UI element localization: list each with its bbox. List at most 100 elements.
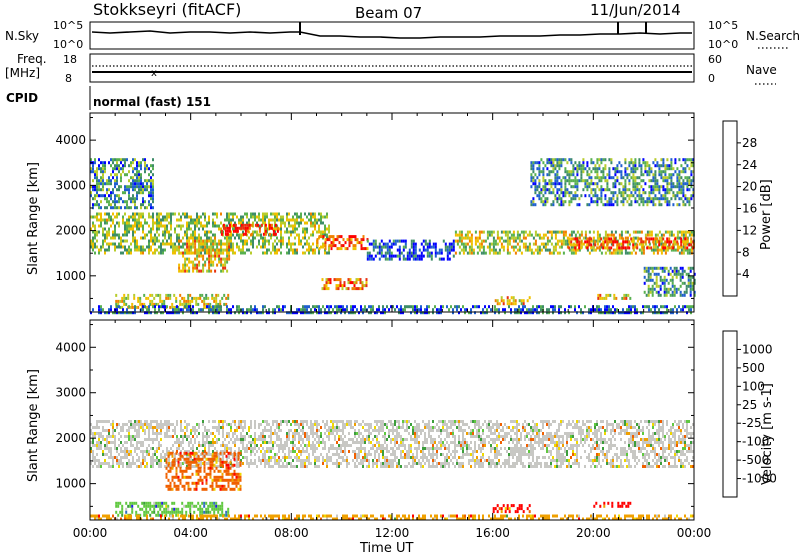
echo-cell	[328, 248, 330, 252]
echo-cell	[376, 308, 378, 312]
echo-cell	[204, 233, 206, 237]
echo-cell	[216, 242, 219, 246]
echo-cell	[673, 269, 676, 273]
power-colorbar-label: Power [dB]	[759, 179, 774, 250]
echo-cell	[676, 182, 679, 186]
echo-cell	[98, 465, 100, 468]
echo-cell	[134, 200, 136, 204]
echo-cell	[643, 281, 646, 285]
echo-cell	[554, 164, 557, 168]
echo-cell	[358, 311, 360, 315]
echo-cell	[167, 296, 170, 300]
echo-cell	[586, 161, 589, 165]
echo-cell	[380, 248, 383, 252]
echo-cell	[560, 305, 562, 309]
echo-cell	[260, 462, 262, 465]
echo-cell	[202, 266, 205, 270]
echo-cell	[198, 263, 201, 267]
echo-cell	[204, 453, 206, 456]
echo-cell	[664, 173, 667, 177]
echo-cell	[272, 212, 274, 216]
echo-cell	[196, 311, 198, 315]
echo-cell	[256, 221, 258, 225]
echo-cell	[140, 248, 142, 252]
echo-cell	[294, 248, 296, 252]
echo-cell	[689, 290, 692, 294]
echo-cell	[294, 251, 296, 255]
echo-cell	[668, 173, 671, 177]
echo-cell	[264, 236, 266, 240]
echo-cell	[114, 194, 116, 198]
echo-cell	[674, 242, 677, 246]
echo-cell	[590, 248, 593, 252]
echo-cell	[270, 435, 272, 438]
echo-cell	[150, 176, 152, 180]
echo-cell	[102, 170, 104, 174]
echo-cell	[613, 296, 616, 300]
echo-cell	[566, 236, 569, 240]
echo-cell	[558, 305, 560, 309]
echo-cell	[158, 224, 160, 228]
echo-cell	[574, 197, 577, 201]
echo-cell	[168, 242, 170, 246]
echo-cell	[494, 239, 497, 243]
echo-cell	[220, 248, 222, 252]
echo-cell	[672, 246, 675, 250]
echo-cell	[365, 278, 368, 282]
echo-cell	[350, 235, 353, 239]
echo-cell	[114, 236, 116, 240]
echo-cell	[554, 194, 557, 198]
echo-cell	[562, 242, 565, 246]
echo-cell	[160, 242, 162, 246]
echo-cell	[324, 308, 326, 312]
echo-cell	[116, 215, 118, 219]
echo-cell	[642, 161, 645, 165]
echo-cell	[126, 435, 128, 438]
beam-label: Beam 07	[355, 4, 422, 22]
echo-cell	[302, 311, 304, 315]
echo-cell	[512, 239, 515, 243]
echo-cell	[202, 227, 204, 231]
echo-cell	[388, 254, 391, 258]
echo-cell	[132, 426, 134, 429]
echo-cell	[660, 242, 663, 246]
echo-cell	[560, 185, 563, 189]
echo-cell	[632, 167, 635, 171]
echo-cell	[538, 233, 541, 237]
echo-cell	[668, 200, 671, 204]
echo-cell	[356, 308, 358, 312]
echo-cell	[396, 254, 399, 258]
echo-cell	[240, 221, 242, 225]
echo-cell	[576, 173, 579, 177]
echo-cell	[606, 311, 608, 315]
echo-cell	[654, 173, 657, 177]
echo-cell	[676, 242, 679, 246]
echo-cell	[254, 420, 256, 423]
echo-cell	[240, 420, 242, 423]
echo-cell	[272, 248, 274, 252]
echo-cell	[222, 223, 225, 227]
echo-cell	[222, 423, 224, 426]
echo-cell	[576, 237, 579, 241]
echo-cell	[552, 203, 555, 207]
echo-cell	[494, 308, 496, 312]
echo-cell	[136, 435, 138, 438]
echo-cell	[280, 447, 282, 450]
echo-cell	[416, 257, 419, 261]
echo-cell	[578, 248, 581, 252]
echo-cell	[228, 435, 230, 438]
echo-cell	[130, 462, 132, 465]
echo-cell	[598, 188, 601, 192]
echo-cell	[448, 242, 451, 246]
echo-cell	[108, 465, 110, 468]
echo-cell	[604, 233, 607, 237]
echo-cell	[364, 308, 366, 312]
echo-cell	[150, 197, 152, 201]
echo-cell	[156, 311, 158, 315]
echo-cell	[100, 308, 102, 312]
echo-cell	[594, 164, 597, 168]
echo-cell	[272, 420, 274, 423]
echo-cell	[684, 246, 687, 250]
echo-cell	[324, 311, 326, 315]
echo-cell	[690, 237, 693, 241]
